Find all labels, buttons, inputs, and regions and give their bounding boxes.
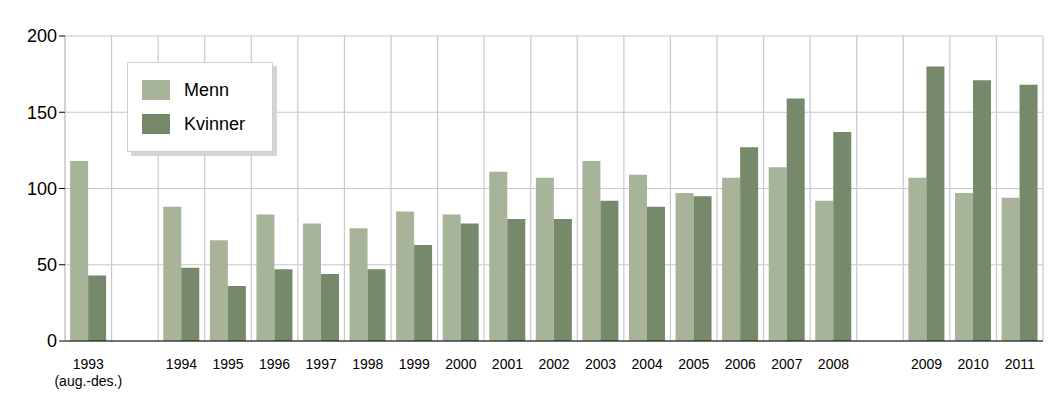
html-text:Kvinner: Kvinner xyxy=(184,113,245,134)
svg-text:0: 0 xyxy=(47,331,57,351)
svg-text:2011: 2011 xyxy=(1005,356,1035,372)
svg-text:(aug.-des.): (aug.-des.) xyxy=(54,373,122,389)
svg-text:1994: 1994 xyxy=(166,356,197,372)
svg-text:2000: 2000 xyxy=(445,356,476,372)
svg-text:2009: 2009 xyxy=(911,356,942,372)
svg-text:1997: 1997 xyxy=(306,356,337,372)
svg-text:2004: 2004 xyxy=(632,356,663,372)
svg-text:200: 200 xyxy=(27,26,57,46)
svg-text:2005: 2005 xyxy=(678,356,709,372)
svg-text:150: 150 xyxy=(27,103,57,123)
svg-text:50: 50 xyxy=(37,255,57,275)
svg-text:2010: 2010 xyxy=(958,356,989,372)
svg-text:1995: 1995 xyxy=(212,356,243,372)
svg-text:1998: 1998 xyxy=(352,356,383,372)
svg-text:1996: 1996 xyxy=(259,356,290,372)
svg-text:2007: 2007 xyxy=(771,356,802,372)
svg-text:1993: 1993 xyxy=(73,356,104,372)
html-text:Menn: Menn xyxy=(184,79,229,100)
svg-text:1999: 1999 xyxy=(399,356,430,372)
svg-text:2008: 2008 xyxy=(818,356,849,372)
svg-text:2001: 2001 xyxy=(492,356,523,372)
svg-text:2006: 2006 xyxy=(725,356,756,372)
svg-text:2003: 2003 xyxy=(585,356,616,372)
svg-text:2002: 2002 xyxy=(538,356,569,372)
svg-text:100: 100 xyxy=(27,179,57,199)
